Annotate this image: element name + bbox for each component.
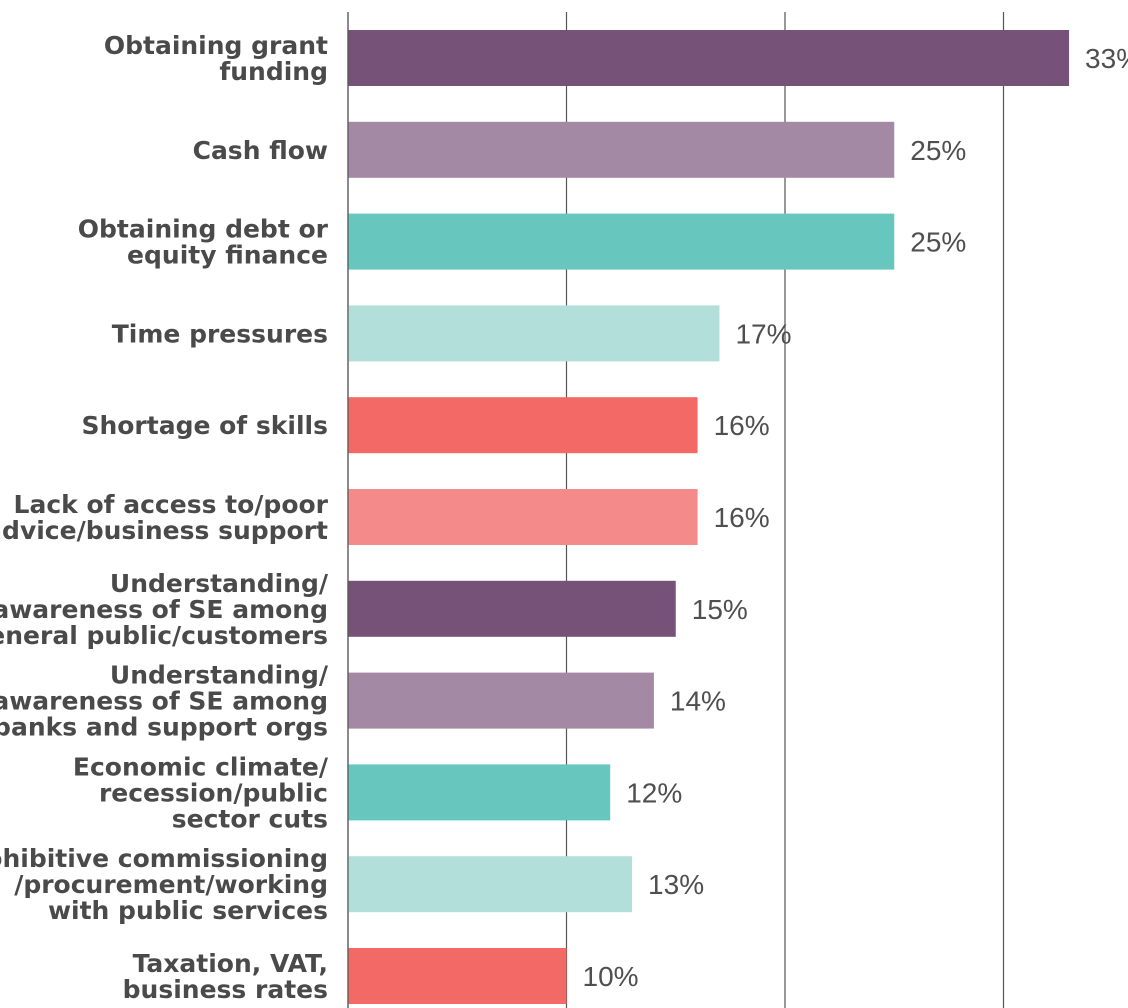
category-label-3: Obtaining debt or equity finance: [78, 215, 329, 270]
category-label-line: recession/public: [99, 778, 328, 807]
value-label-9: 12%: [626, 777, 682, 808]
value-label-11: 10%: [583, 961, 639, 992]
bar-4: [348, 305, 720, 362]
category-label-line: Cash flow: [193, 136, 328, 165]
category-label-4: Time pressures: [112, 319, 328, 348]
category-label-line: banks and support orgs: [0, 713, 328, 742]
bar-10: [348, 856, 633, 913]
bar-6: [348, 489, 698, 545]
category-label-line: equity finance: [127, 241, 328, 270]
category-label-line: general public/customers: [0, 621, 328, 650]
value-label-6: 16%: [714, 502, 770, 533]
value-label-8: 14%: [670, 686, 726, 717]
category-label-2: Cash flow: [193, 136, 328, 165]
category-label-5: Shortage of skills: [81, 411, 328, 440]
category-label-line: awareness of SE among: [0, 595, 328, 624]
category-label-line: Obtaining debt or: [78, 215, 329, 244]
category-label-line: Time pressures: [112, 319, 328, 348]
category-label-line: Economic climate/: [73, 752, 329, 781]
category-label-line: /procurement/working: [14, 870, 328, 899]
category-label-10: Prohibitive commissioning/procurement/wo…: [0, 844, 328, 925]
bar-9: [348, 764, 611, 821]
category-label-line: awareness of SE among: [0, 687, 328, 716]
category-label-line: Prohibitive commissioning: [0, 844, 328, 873]
bar-5: [348, 397, 698, 454]
category-label-1: Obtaining grant funding: [104, 31, 328, 86]
category-label-line: advice/business support: [0, 516, 328, 545]
value-label-5: 16%: [714, 410, 770, 441]
value-label-4: 17%: [735, 318, 791, 349]
bar-8: [348, 672, 654, 729]
category-label-11: Taxation, VAT, business rates: [123, 949, 328, 1004]
value-label-7: 15%: [692, 594, 748, 625]
category-label-line: Understanding/: [110, 569, 329, 598]
category-label-line: Understanding/: [110, 661, 329, 690]
bar-3: [348, 213, 895, 270]
bar-2: [348, 121, 895, 178]
category-label-6: Lack of access to/poor advice/business su…: [0, 490, 329, 545]
category-label-line: funding: [219, 57, 328, 86]
category-label-line: business rates: [123, 975, 328, 1004]
category-label-line: Lack of access to/poor: [14, 490, 329, 519]
bar-11: [348, 948, 567, 1004]
category-label-9: Economic climate/recession/public sector …: [73, 752, 329, 833]
category-label-8: Understanding/awareness of SE among banks…: [0, 661, 329, 742]
value-label-3: 25%: [910, 227, 966, 258]
category-label-7: Understanding/awareness of SE among gener…: [0, 569, 329, 650]
bar-1: [348, 30, 1070, 86]
value-label-2: 25%: [910, 135, 966, 166]
value-label-10: 13%: [648, 869, 704, 900]
category-label-line: Taxation, VAT,: [133, 949, 328, 978]
value-label-1: 33%: [1085, 43, 1128, 74]
bar-7: [348, 580, 676, 637]
category-label-line: with public services: [48, 896, 328, 925]
category-label-line: sector cuts: [172, 804, 328, 833]
category-label-line: Shortage of skills: [81, 411, 328, 440]
category-label-line: Obtaining grant: [104, 31, 328, 60]
